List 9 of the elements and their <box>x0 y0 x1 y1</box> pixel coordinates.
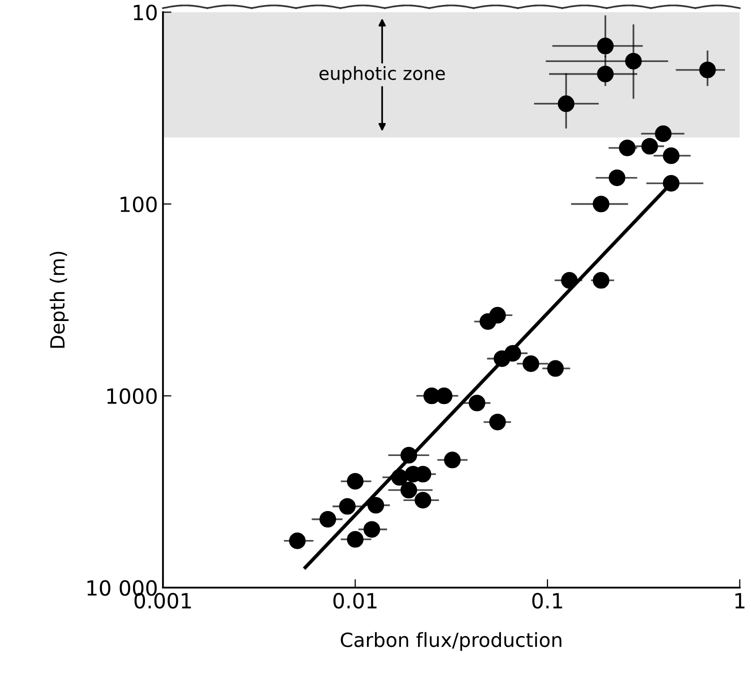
x-tick-label: 0.01 <box>333 592 376 609</box>
y-tick-label: 10 <box>134 4 157 20</box>
y-tick-label: 1000 <box>107 388 157 404</box>
band-label: euphotic zone <box>319 66 445 84</box>
x-axis-title: Carbon flux/production <box>340 632 562 651</box>
x-tick-label: 1 <box>735 593 744 608</box>
x-tick-label: 0.1 <box>532 592 562 609</box>
y-tick-label: 100 <box>120 196 157 212</box>
y-axis-title: Depth (m) <box>50 252 69 348</box>
